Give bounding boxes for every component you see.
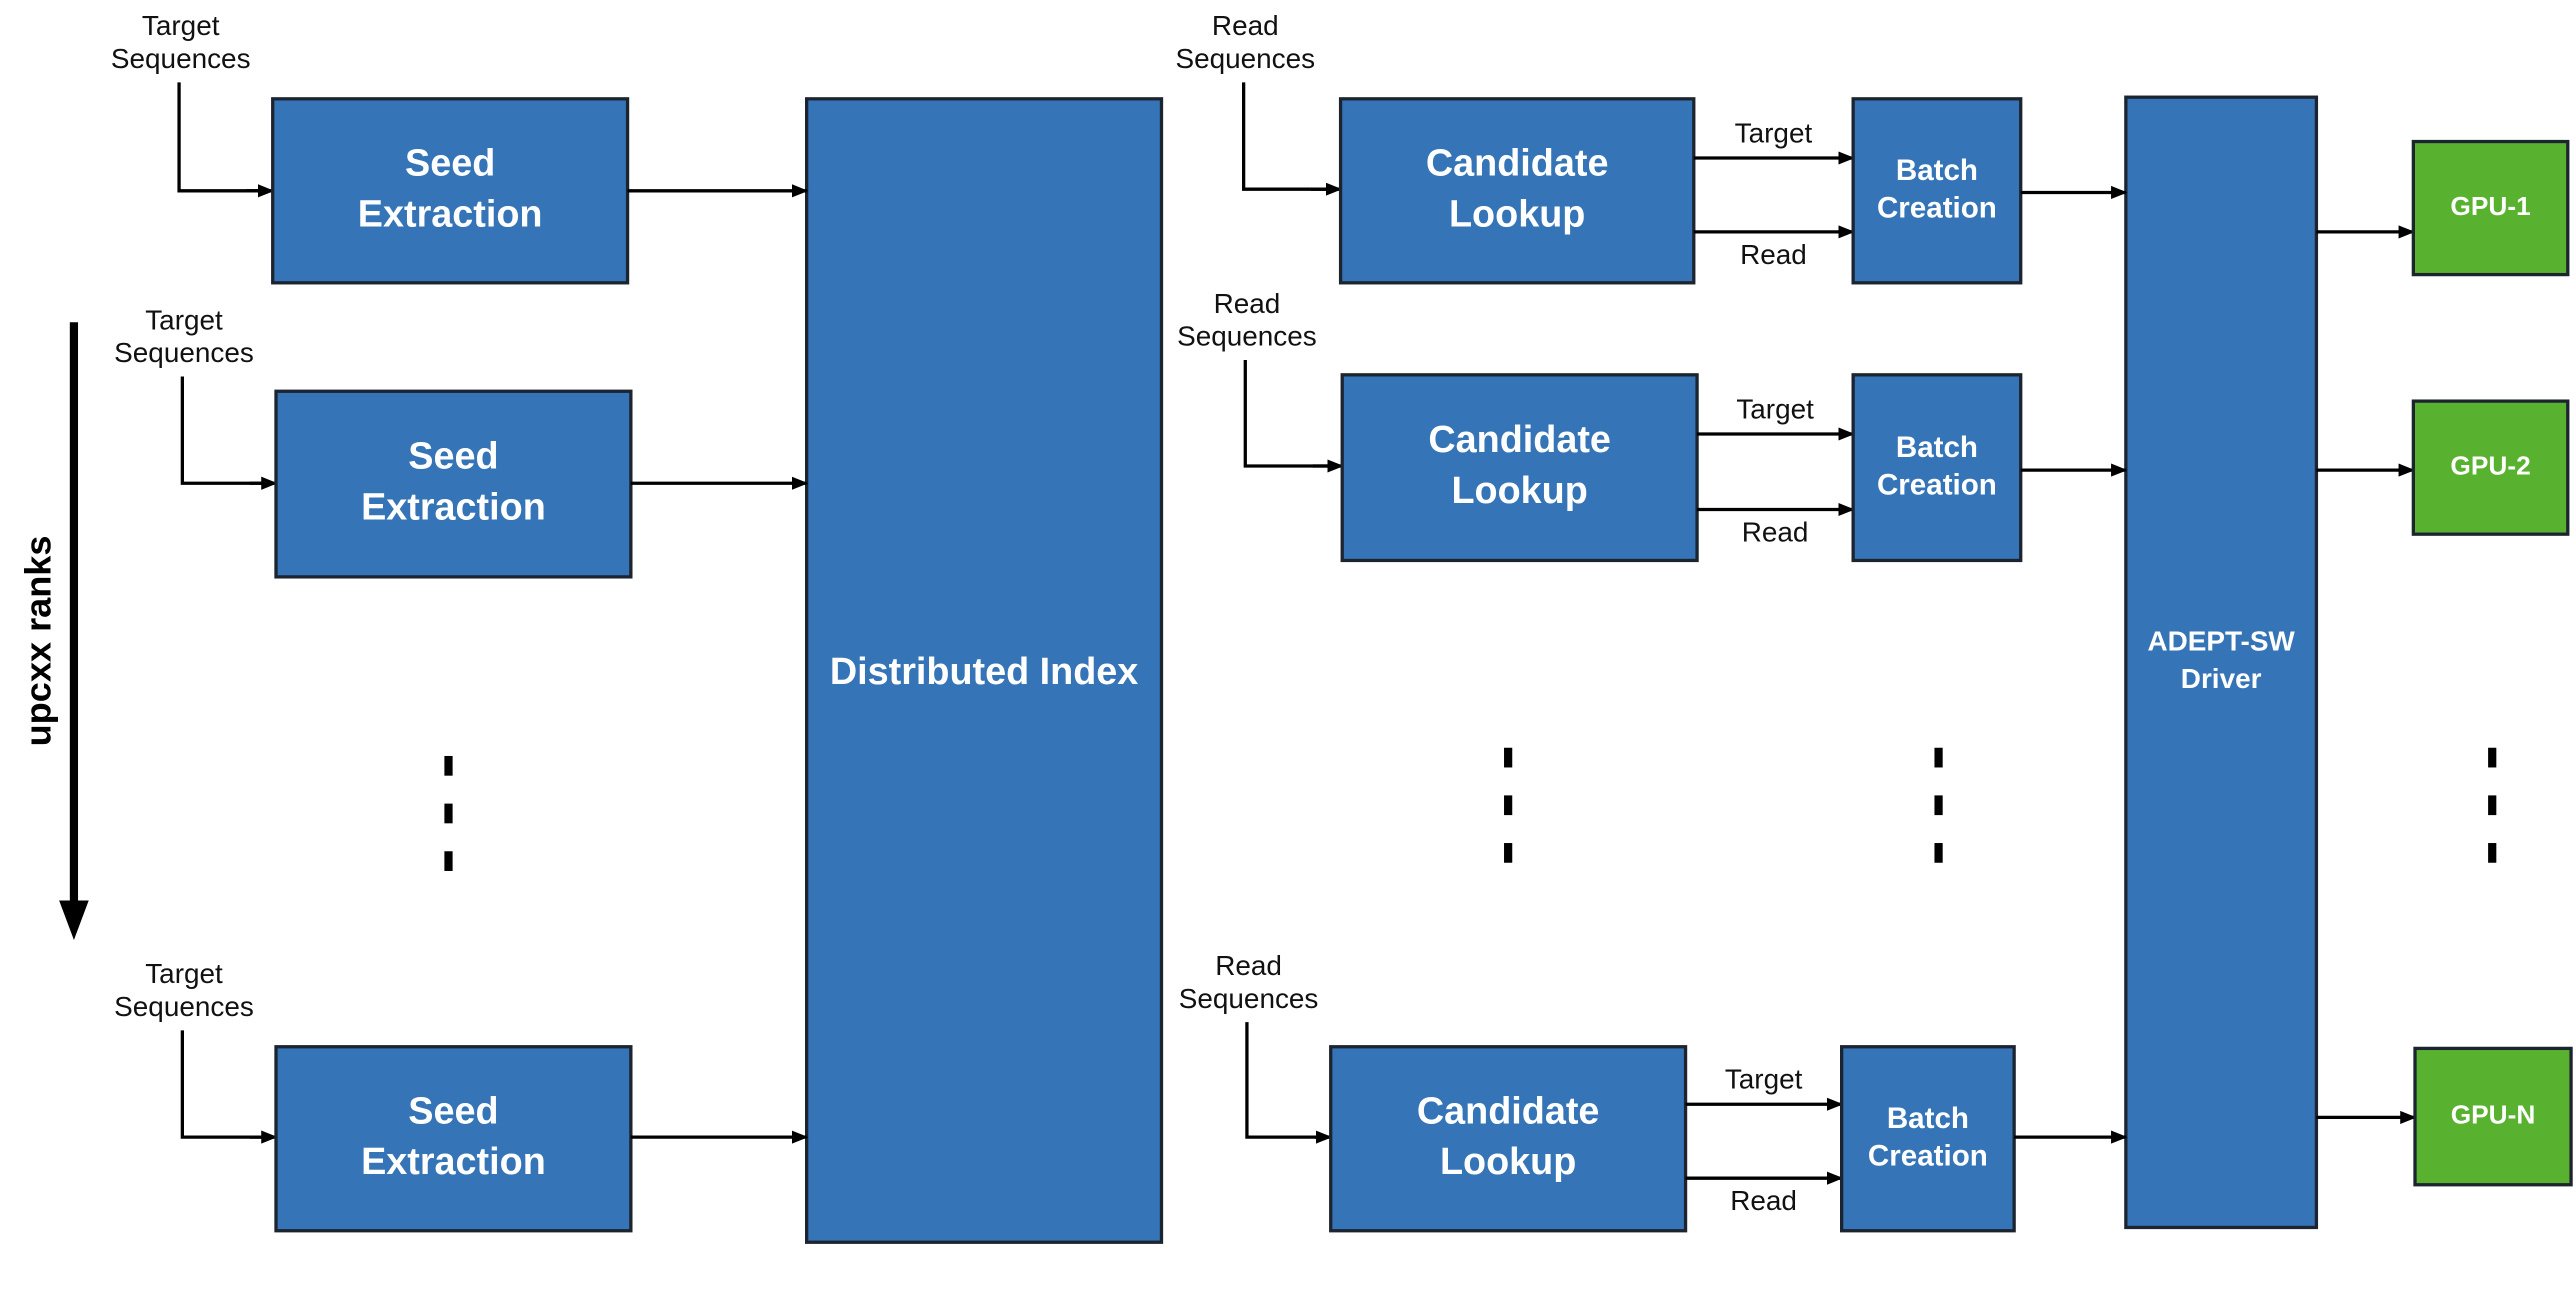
input-label: Read Sequences xyxy=(1179,950,1319,1014)
lookup-label-line: Lookup xyxy=(1449,193,1585,235)
ellipsis-dot xyxy=(2488,795,2497,816)
input-label-line: Sequences xyxy=(114,991,254,1022)
input-label-line: Read xyxy=(1212,11,1279,42)
gpu-box xyxy=(2413,1046,2573,1187)
distributed-index xyxy=(805,97,1164,1244)
input-label: Target Sequences xyxy=(111,11,251,75)
input-line xyxy=(1242,82,1328,191)
lookup-label-line: Candidate xyxy=(1428,419,1611,461)
edge-label: Target xyxy=(1725,1064,1803,1095)
edge-label: Target xyxy=(1736,393,1814,424)
ellipsis-dot xyxy=(2488,843,2497,863)
ellipsis-dot xyxy=(2488,747,2497,768)
input-label-line: Target xyxy=(145,958,223,989)
ellipsis-dot xyxy=(1504,843,1513,863)
driver-label-line: Driver xyxy=(2181,664,2262,695)
gpu-label: GPU-N xyxy=(2451,1100,2536,1130)
input-label: Read Sequences xyxy=(1177,288,1317,352)
index-label: Distributed Index xyxy=(830,651,1138,693)
seed-label-line: Extraction xyxy=(361,487,546,529)
seed-label: Seed Extraction xyxy=(361,1090,546,1183)
gpu-label: GPU-1 xyxy=(2450,191,2530,221)
batch-label-line: Batch xyxy=(1896,154,1978,187)
input-line xyxy=(1245,1022,1318,1139)
batch-label-line: Creation xyxy=(1877,192,1997,225)
input-label-line: Sequences xyxy=(111,43,251,74)
batch-box xyxy=(1851,373,2023,563)
input-line xyxy=(180,1030,263,1139)
batch-label-line: Batch xyxy=(1896,431,1978,464)
lookup-label: Candidate Lookup xyxy=(1417,1090,1600,1183)
driver-label-line: ADEPT-SW xyxy=(2147,626,2295,657)
edge-label: Read xyxy=(1742,517,1809,548)
ellipsis-dot xyxy=(444,755,453,776)
lookup-box xyxy=(1329,1045,1688,1233)
ellipsis-dot xyxy=(1504,795,1513,816)
gpu-label: GPU-2 xyxy=(2450,451,2530,481)
input-line xyxy=(1243,360,1330,468)
axis-label: upcxx ranks xyxy=(18,536,59,747)
batch-label-line: Batch xyxy=(1887,1102,1969,1135)
lookup-box xyxy=(1340,373,1699,563)
ellipsis-dot xyxy=(444,851,453,871)
edge-label: Read xyxy=(1740,239,1807,270)
batch-label-line: Creation xyxy=(1877,468,1997,501)
gpu-box xyxy=(2411,139,2570,277)
input-label-line: Sequences xyxy=(1175,43,1315,74)
ellipsis-dot xyxy=(1934,747,1943,768)
seed-box xyxy=(274,389,633,579)
input-label: Target Sequences xyxy=(114,305,254,369)
seed-label-line: Seed xyxy=(405,142,495,184)
batch-label-line: Creation xyxy=(1868,1139,1988,1172)
input-label: Read Sequences xyxy=(1175,11,1315,75)
batch-label: Batch Creation xyxy=(1868,1102,1988,1173)
input-label-line: Sequences xyxy=(1177,321,1317,352)
lookup-label-line: Candidate xyxy=(1417,1090,1600,1132)
seed-label: Seed Extraction xyxy=(358,142,543,235)
input-label-line: Target xyxy=(145,305,223,336)
driver-box xyxy=(2124,95,2319,1230)
batch-box xyxy=(1840,1045,2016,1233)
seed-label-line: Extraction xyxy=(358,193,543,235)
gpu-box xyxy=(2411,399,2570,536)
ellipsis-dot xyxy=(444,803,453,824)
edge-label: Read xyxy=(1730,1185,1797,1216)
batch-box xyxy=(1851,97,2023,285)
seed-label-line: Seed xyxy=(408,1090,498,1132)
ellipsis-dot xyxy=(1504,747,1513,768)
lookup-label-line: Candidate xyxy=(1426,142,1609,184)
input-label-line: Sequences xyxy=(1179,983,1319,1014)
input-label: Target Sequences xyxy=(114,958,254,1022)
seed-label-line: Seed xyxy=(408,436,498,478)
batch-label: Batch Creation xyxy=(1877,431,1997,502)
batch-label: Batch Creation xyxy=(1877,154,1997,225)
driver-label: ADEPT-SW Driver xyxy=(2147,626,2295,695)
ellipsis-dot xyxy=(1934,843,1943,863)
input-line xyxy=(177,82,260,193)
ellipsis-dot xyxy=(1934,795,1943,816)
lookup-label-line: Lookup xyxy=(1440,1141,1576,1183)
lookup-label: Candidate Lookup xyxy=(1428,419,1611,512)
edge-label: Target xyxy=(1735,117,1813,148)
input-label-line: Sequences xyxy=(114,337,254,368)
lookup-box xyxy=(1338,97,1696,285)
input-label-line: Read xyxy=(1215,950,1282,981)
seed-label-line: Extraction xyxy=(361,1141,546,1183)
lookup-label-line: Lookup xyxy=(1451,470,1587,512)
rank-arrow-head xyxy=(59,900,89,940)
seed-label: Seed Extraction xyxy=(361,436,546,529)
lookup-label: Candidate Lookup xyxy=(1426,142,1609,235)
input-label-line: Read xyxy=(1214,288,1281,319)
input-line xyxy=(180,376,263,485)
seed-box xyxy=(271,97,630,285)
input-label-line: Target xyxy=(142,11,220,42)
seed-box xyxy=(274,1045,633,1233)
